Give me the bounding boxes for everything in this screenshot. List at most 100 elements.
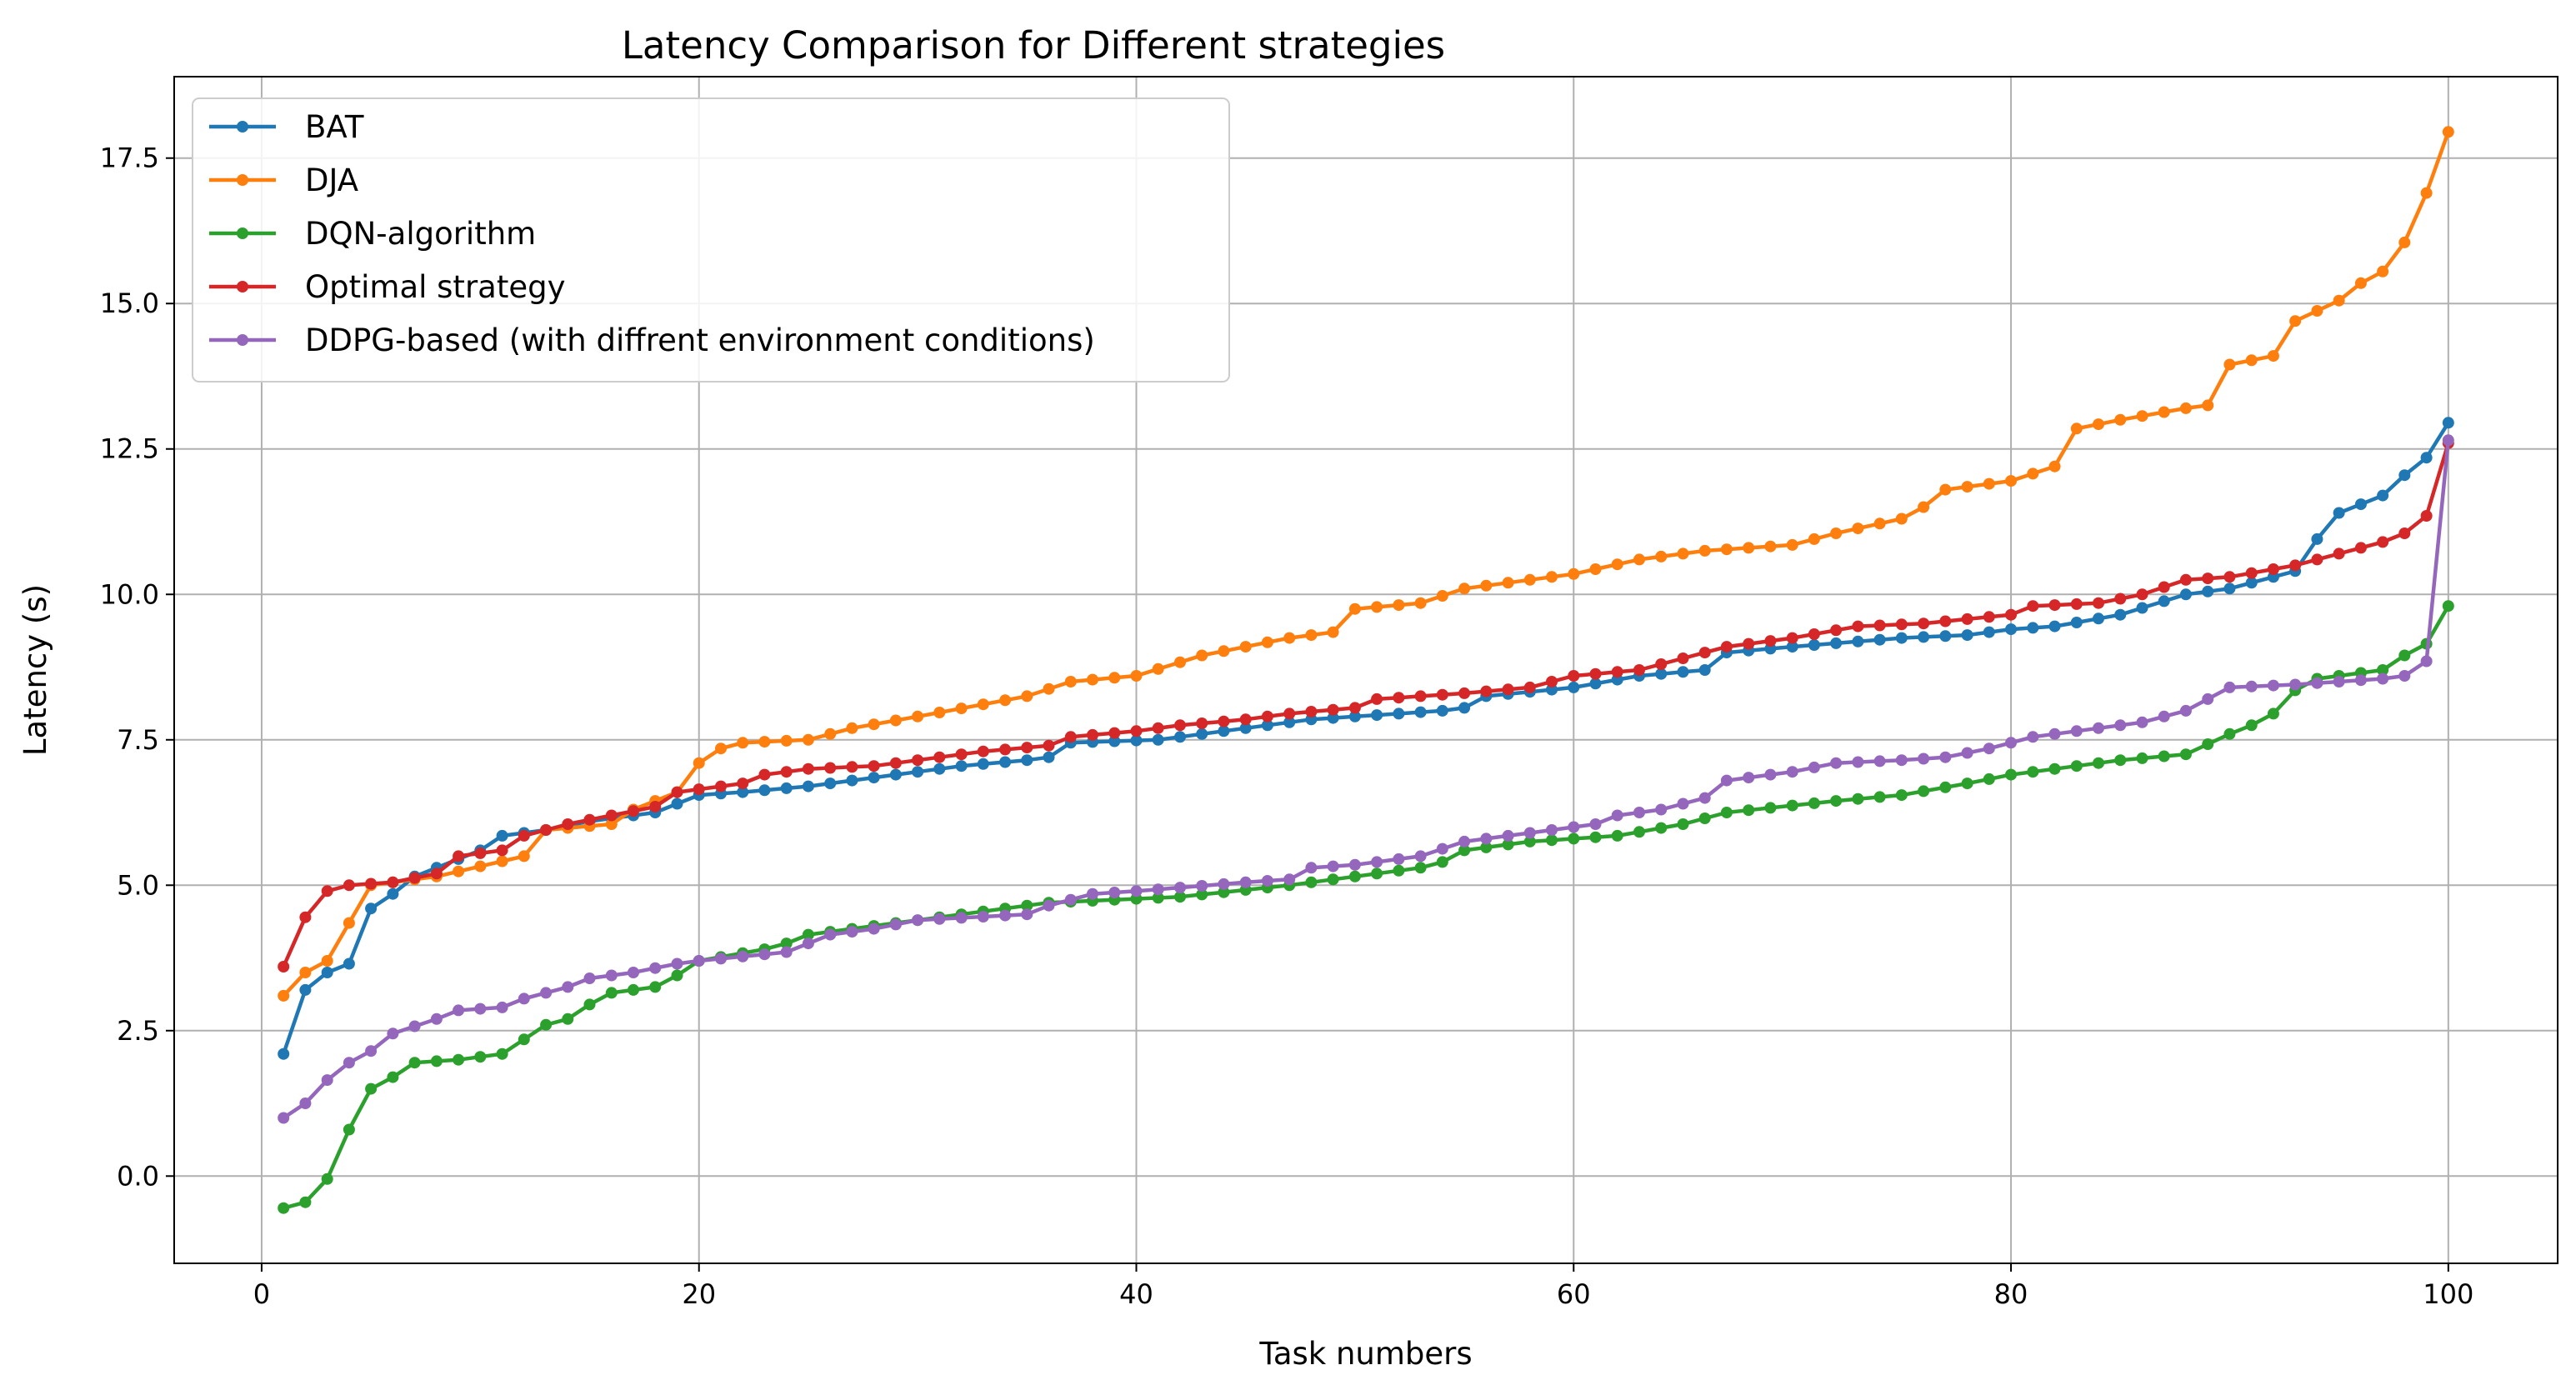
data-point bbox=[1261, 875, 1273, 887]
data-point bbox=[1021, 908, 1033, 921]
data-point bbox=[1720, 543, 1733, 556]
data-point bbox=[1961, 612, 1973, 625]
data-point bbox=[1895, 632, 1908, 644]
data-point bbox=[2311, 305, 2323, 317]
chart-title: Latency Comparison for Different strateg… bbox=[622, 23, 1445, 68]
data-point bbox=[299, 967, 312, 978]
data-point bbox=[1414, 862, 1427, 874]
data-point bbox=[1021, 754, 1033, 767]
data-point bbox=[496, 844, 508, 857]
data-point bbox=[299, 983, 312, 996]
data-point bbox=[1458, 687, 1471, 699]
data-point bbox=[605, 809, 618, 822]
data-point bbox=[321, 885, 333, 898]
data-point bbox=[1108, 727, 1121, 739]
data-point bbox=[365, 878, 378, 890]
data-point bbox=[1633, 807, 1645, 818]
data-point bbox=[1568, 832, 1580, 845]
legend: BAT DJA DQN-algorithm Optimal strategy DDPG-… bbox=[192, 98, 1230, 382]
y-tick-label: 15.0 bbox=[100, 288, 159, 319]
data-point bbox=[2442, 600, 2454, 612]
data-point bbox=[496, 1001, 508, 1013]
data-point bbox=[2158, 750, 2170, 762]
data-point bbox=[780, 938, 793, 950]
data-point bbox=[628, 967, 639, 978]
data-point bbox=[1677, 652, 1689, 664]
data-point bbox=[2027, 766, 2039, 778]
data-point bbox=[496, 855, 508, 868]
legend-item: DJA bbox=[209, 162, 358, 198]
data-point bbox=[278, 989, 290, 1002]
data-point bbox=[1808, 797, 1820, 809]
data-point bbox=[955, 912, 968, 924]
data-point bbox=[518, 850, 530, 862]
data-point bbox=[1786, 766, 1798, 778]
data-point bbox=[1546, 683, 1558, 696]
data-point bbox=[1655, 550, 1668, 562]
data-point bbox=[1852, 792, 1864, 805]
data-point bbox=[518, 1033, 530, 1046]
data-point bbox=[737, 778, 749, 790]
y-tick-label: 5.0 bbox=[117, 869, 159, 901]
data-point bbox=[343, 1123, 355, 1136]
data-point bbox=[2245, 680, 2258, 692]
data-point bbox=[933, 751, 946, 763]
data-point bbox=[1436, 856, 1448, 868]
data-point bbox=[1677, 666, 1689, 678]
data-point bbox=[1152, 722, 1164, 734]
data-point bbox=[1611, 829, 1623, 842]
data-point bbox=[2354, 542, 2367, 554]
data-point bbox=[1218, 878, 1230, 890]
data-point bbox=[278, 961, 290, 972]
data-point bbox=[1852, 635, 1864, 648]
data-point bbox=[430, 1055, 443, 1068]
data-point bbox=[1414, 706, 1427, 718]
data-point bbox=[343, 917, 355, 929]
data-point bbox=[1458, 844, 1471, 857]
data-point bbox=[977, 745, 989, 758]
data-point bbox=[1918, 618, 1930, 630]
data-point bbox=[912, 766, 924, 778]
data-point bbox=[1327, 626, 1339, 638]
data-point bbox=[1655, 822, 1668, 834]
data-point bbox=[1852, 620, 1864, 632]
plot-frame bbox=[173, 76, 2558, 1264]
data-point bbox=[1371, 856, 1383, 868]
legend-label: DDPG-based (with diffrent environment co… bbox=[305, 322, 1095, 358]
data-point bbox=[278, 1048, 290, 1060]
data-point bbox=[1130, 670, 1143, 682]
data-point bbox=[387, 876, 399, 888]
data-point bbox=[1743, 542, 1755, 554]
data-point bbox=[2398, 649, 2411, 662]
data-point bbox=[2048, 599, 2061, 612]
data-point bbox=[1830, 624, 1843, 637]
data-point bbox=[1808, 532, 1820, 545]
data-point bbox=[321, 967, 333, 978]
data-point bbox=[321, 955, 333, 967]
data-point bbox=[321, 1172, 333, 1185]
data-point bbox=[1108, 887, 1121, 898]
legend-label: Optimal strategy bbox=[305, 269, 565, 305]
data-point bbox=[2093, 722, 2104, 734]
data-point bbox=[1764, 540, 1777, 552]
data-point bbox=[299, 1098, 312, 1109]
data-point bbox=[1371, 709, 1383, 722]
data-point bbox=[868, 760, 880, 772]
data-point bbox=[1261, 636, 1273, 648]
data-point bbox=[1283, 716, 1296, 728]
data-point bbox=[2354, 674, 2367, 687]
data-point bbox=[1152, 883, 1164, 896]
data-point bbox=[2311, 532, 2323, 545]
data-point bbox=[1720, 641, 1733, 653]
data-point bbox=[889, 757, 902, 769]
data-point bbox=[1480, 685, 1493, 698]
data-point bbox=[2223, 358, 2236, 371]
data-point bbox=[912, 914, 924, 927]
data-point bbox=[1239, 876, 1252, 888]
data-point bbox=[583, 998, 596, 1011]
data-point bbox=[2311, 677, 2323, 689]
data-point bbox=[1174, 656, 1186, 668]
data-point bbox=[977, 758, 989, 770]
data-point bbox=[1568, 821, 1580, 833]
data-point bbox=[802, 928, 814, 941]
